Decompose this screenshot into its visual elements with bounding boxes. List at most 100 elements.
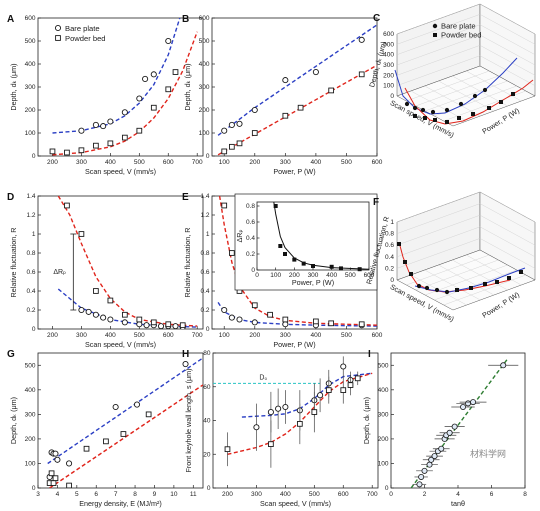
data-point-circle (78, 306, 85, 314)
y-tick-label: 500 (378, 362, 389, 369)
data-point-circle (52, 450, 59, 457)
fit-line-blue (241, 372, 373, 418)
data-point-square (78, 231, 85, 237)
x-tick-label: 200 (222, 491, 233, 498)
data-point-square (499, 100, 503, 104)
data-point (426, 461, 433, 468)
inset-x-axis-label: Power, P (W) (292, 278, 334, 287)
data-point-circle (157, 323, 165, 329)
inset-y-tick-label: 0.4 (246, 235, 255, 242)
data-point-square (145, 411, 152, 418)
x-tick-label: 700 (192, 159, 203, 166)
y-tick-label: 1 (206, 231, 210, 238)
y-tick-label: 200 (25, 107, 36, 114)
data-point-circle (100, 123, 107, 130)
data-point (446, 429, 453, 436)
data-point-circle (282, 403, 289, 411)
z-tick-label: 0 (390, 93, 394, 100)
data-point-circle (236, 316, 243, 323)
fit-line-blue (217, 302, 377, 327)
data-point (416, 481, 423, 488)
x-tick-label: 200 (249, 332, 260, 339)
z-tick-label: 100 (383, 83, 394, 90)
inset-x-tick-label: 300 (308, 272, 319, 279)
inset-box (234, 193, 378, 291)
y-tick-label: 1.2 (26, 212, 35, 219)
x-tick-label: 300 (280, 332, 291, 339)
panel-label: A (7, 14, 14, 25)
data-point-square (282, 316, 289, 323)
z-tick-label: 600 (383, 31, 394, 38)
data-point-circle (133, 401, 141, 408)
fit-line-blue (52, 18, 181, 134)
data-point-square (403, 260, 407, 264)
inset-data-point (329, 264, 334, 269)
x-tick-label: 500 (134, 332, 145, 339)
data-point-square (487, 106, 491, 110)
data-point-square (107, 297, 114, 304)
data-point-square (251, 302, 258, 309)
x-tick-label: 500 (341, 332, 352, 339)
grid-line (396, 215, 481, 246)
x-axis-label: Scan speed, V (mm/s) (260, 499, 331, 508)
inset-data-point (339, 266, 343, 271)
inset-x-tick-label: 200 (289, 272, 300, 279)
x-tick-label: 400 (280, 491, 291, 498)
data-point-square (251, 130, 258, 136)
y-tick-label: 0.8 (200, 250, 209, 257)
grid-line (479, 34, 536, 66)
y-tick-label: 0 (32, 326, 36, 333)
data-point-square (267, 311, 273, 318)
data-point-square (511, 92, 515, 96)
data-point-square (347, 382, 354, 388)
y-tick-label: 300 (25, 84, 36, 91)
data-point-square (121, 134, 128, 141)
y-axis-label: Relative fluctuation, R (183, 228, 192, 298)
y-tick-label: 0.6 (26, 269, 35, 276)
inset-x-tick-label: 0 (255, 272, 259, 279)
legend-entry: Powder bed (65, 34, 106, 43)
data-point-square (268, 441, 274, 447)
z-tick-label: 0 (390, 277, 394, 284)
legend-entry: Powder bed (441, 31, 482, 40)
y-tick-label: 0.8 (26, 250, 35, 257)
plot-frame (211, 17, 378, 157)
plot-frame (390, 352, 526, 489)
data-point-square (83, 445, 90, 452)
panel-b: B 100 200 300 400 500 600 0 100 200 300 400 500 600 Po… (182, 14, 383, 176)
data-point-circle (92, 121, 99, 128)
data-point-square (66, 482, 72, 488)
y-tick-label: 600 (199, 15, 210, 22)
x-tick-label: 3 (36, 491, 40, 498)
legend-marker (54, 24, 62, 32)
plot-frame (212, 352, 379, 489)
inset-x-tick-label: 100 (270, 272, 281, 279)
data-point-square (229, 143, 235, 150)
data-point-square (49, 148, 56, 155)
panel-label: D (7, 192, 14, 203)
legend-marker (55, 35, 61, 41)
y-axis-label: Front keyhole wall length, s (μm) (184, 368, 193, 472)
data-point-square (224, 446, 231, 453)
x-tick-label: 500 (341, 159, 352, 166)
data-point-circle (267, 409, 274, 416)
data-point-circle (312, 69, 319, 76)
x-tick-label: 100 (219, 159, 230, 166)
z-tick-label: 1 (390, 219, 394, 226)
y-tick-label: 0 (385, 485, 389, 492)
data-point-square (445, 120, 449, 124)
y-tick-label: 500 (25, 38, 36, 45)
data-point-circle (424, 285, 430, 291)
x-axis-label: Power, P (W) (273, 340, 315, 349)
data-point-circle (282, 321, 289, 328)
grid-line (479, 55, 536, 86)
data-point-square (423, 116, 427, 120)
z-tick-label: 400 (383, 52, 394, 59)
data-point-circle (358, 36, 365, 43)
plot-area (213, 356, 373, 468)
data-point-circle (253, 424, 260, 431)
data-point (428, 456, 435, 463)
inset-data-point (273, 204, 278, 208)
fit-line-red (57, 196, 198, 327)
